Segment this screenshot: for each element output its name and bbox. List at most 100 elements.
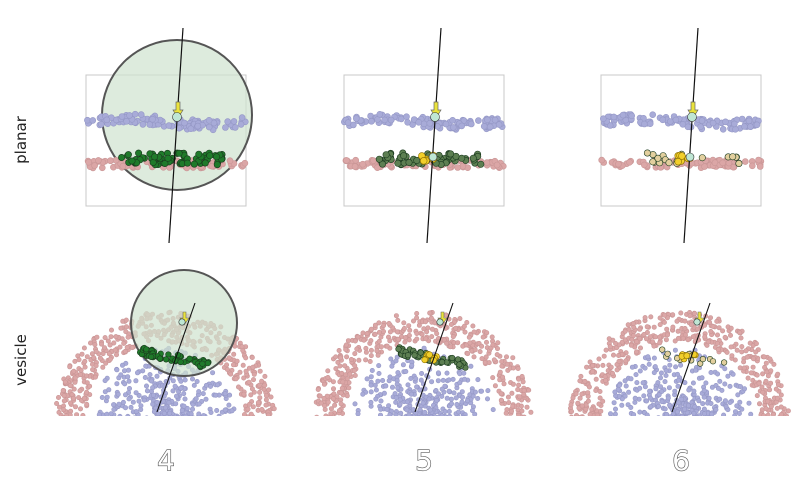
inner-leaflet-bead: [215, 382, 221, 388]
outer-leaflet-bead: [763, 378, 769, 384]
selected-lipid-bead: [206, 152, 214, 160]
selected-lipid-bead: [128, 157, 136, 165]
upper-leaflet-bead: [741, 123, 748, 130]
upper-leaflet-bead: [467, 120, 475, 128]
outer-leaflet-bead: [69, 391, 75, 397]
panel-planar-4: [84, 27, 253, 244]
outer-leaflet-bead: [94, 334, 100, 340]
inner-leaflet-bead: [393, 412, 399, 416]
outer-leaflet-bead: [516, 412, 522, 416]
inner-leaflet-bead: [173, 401, 179, 407]
inner-leaflet-bead: [461, 370, 467, 376]
inner-leaflet-bead: [428, 417, 432, 421]
inner-leaflet-bead: [394, 354, 400, 360]
inner-leaflet-bead: [679, 417, 683, 421]
inner-leaflet-bead: [461, 414, 466, 416]
inner-leaflet-bead: [490, 407, 496, 413]
selected-lipid-bead: [698, 154, 706, 162]
lower-leaflet-bead: [493, 161, 501, 169]
outer-leaflet-bead: [728, 344, 734, 350]
outer-leaflet-bead: [472, 347, 478, 353]
outer-leaflet-bead: [587, 359, 593, 365]
selected-lipid-bead: [382, 151, 390, 159]
highlight-bead: [678, 152, 686, 160]
inner-leaflet-bead: [117, 413, 123, 416]
outer-leaflet-bead: [577, 395, 583, 401]
inner-leaflet-bead: [163, 417, 167, 421]
inner-leaflet-bead: [179, 415, 184, 416]
outer-leaflet-bead: [91, 355, 97, 361]
outer-leaflet-bead: [593, 376, 599, 382]
selected-lipid-bead: [729, 153, 737, 161]
inner-leaflet-bead: [732, 413, 738, 416]
highlight-bead: [426, 351, 433, 359]
upper-leaflet-bead: [732, 126, 739, 133]
upper-leaflet-bead: [237, 121, 245, 128]
outer-leaflet-bead: [82, 358, 88, 364]
outer-leaflet-bead: [257, 389, 263, 395]
outer-leaflet-bead: [714, 318, 720, 324]
outer-leaflet-bead: [372, 331, 378, 337]
inner-leaflet-bead: [677, 417, 681, 421]
inner-leaflet-bead: [415, 415, 418, 416]
outer-leaflet-bead: [647, 334, 653, 340]
outer-leaflet-bead: [506, 417, 510, 421]
inner-leaflet-bead: [645, 354, 651, 360]
upper-leaflet-bead: [698, 117, 706, 124]
center-marker: [172, 112, 182, 122]
upper-leaflet-bead: [376, 111, 384, 118]
outer-leaflet-bead: [76, 357, 82, 363]
inner-leaflet-bead: [648, 404, 654, 410]
inner-leaflet-bead: [673, 364, 679, 370]
outer-leaflet-bead: [477, 349, 483, 355]
inner-leaflet-bead: [633, 372, 639, 378]
outer-leaflet-bead: [325, 374, 331, 380]
outer-leaflet-bead: [72, 379, 78, 385]
outer-leaflet-bead: [579, 403, 585, 409]
inner-leaflet-bead: [190, 406, 196, 412]
inner-leaflet-bead: [426, 415, 431, 416]
inner-leaflet-bead: [672, 415, 675, 416]
outer-leaflet-bead: [123, 317, 129, 323]
inner-leaflet-bead: [619, 396, 625, 402]
upper-leaflet-bead: [753, 121, 761, 129]
inner-leaflet-bead: [380, 377, 386, 383]
inner-leaflet-bead: [96, 412, 102, 416]
inner-leaflet-bead: [611, 400, 617, 406]
selected-lipid-bead: [417, 349, 424, 356]
inner-leaflet-bead: [425, 415, 430, 416]
outer-leaflet-bead: [343, 372, 349, 378]
outer-leaflet-bead: [651, 343, 657, 349]
outer-leaflet-bead: [579, 391, 585, 397]
outer-leaflet-bead: [401, 325, 407, 331]
outer-leaflet-bead: [56, 404, 62, 410]
inner-leaflet-bead: [672, 388, 678, 394]
inner-leaflet-bead: [662, 406, 668, 412]
inner-leaflet-bead: [99, 394, 105, 400]
outer-leaflet-bead: [414, 336, 420, 342]
inner-leaflet-bead: [424, 414, 429, 416]
outer-leaflet-bead: [590, 369, 596, 375]
outer-leaflet-bead: [321, 403, 327, 409]
inner-leaflet-bead: [372, 382, 378, 388]
center-marker: [430, 112, 440, 122]
upper-leaflet-bead: [98, 121, 105, 128]
outer-leaflet-bead: [630, 320, 636, 326]
inner-leaflet-bead: [386, 415, 390, 416]
outer-leaflet-bead: [682, 332, 688, 338]
inner-leaflet-bead: [120, 399, 126, 405]
inner-leaflet-bead: [725, 373, 731, 379]
inner-leaflet-bead: [404, 415, 408, 416]
upper-leaflet-bead: [165, 122, 173, 129]
outer-leaflet-bead: [616, 358, 622, 364]
inner-leaflet-bead: [709, 411, 715, 416]
inner-leaflet-bead: [412, 415, 416, 416]
inner-leaflet-bead: [670, 411, 676, 416]
inner-leaflet-bead: [739, 406, 745, 412]
outer-leaflet-bead: [224, 366, 230, 372]
selected-lipid-bead: [395, 346, 402, 353]
selected-lipid-bead: [195, 150, 203, 158]
outer-leaflet-bead: [352, 363, 358, 369]
inner-leaflet-bead: [727, 399, 733, 405]
selected-lipid-bead: [199, 360, 206, 367]
